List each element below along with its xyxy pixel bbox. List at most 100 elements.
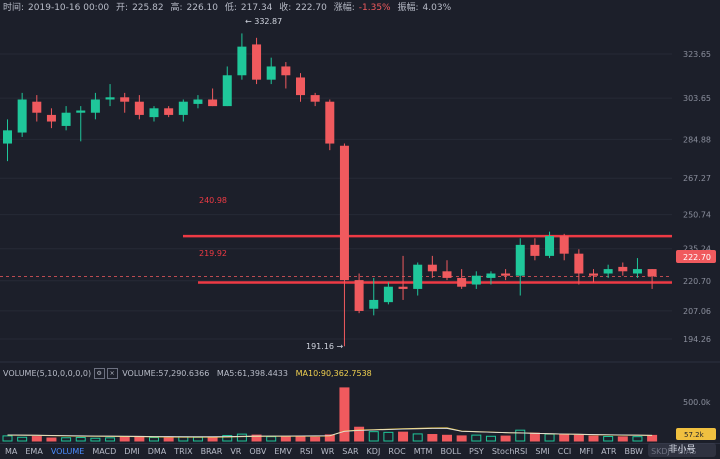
indicator-tab-wr[interactable]: WR bbox=[320, 447, 335, 456]
change-label: 涨幅: bbox=[333, 3, 355, 13]
price-tick-label: 267.27 bbox=[683, 174, 711, 183]
indicator-tab-mtm[interactable]: MTM bbox=[413, 447, 433, 456]
indicator-tab-mfi[interactable]: MFI bbox=[579, 447, 594, 456]
volume-header: VOLUME(5,10,0,0,0,0) ⚙ × VOLUME:57,290.63… bbox=[3, 367, 372, 380]
volume-bar bbox=[383, 431, 394, 442]
volume-bar bbox=[236, 433, 247, 442]
candle-body bbox=[559, 236, 569, 254]
candle-body bbox=[618, 266, 628, 272]
price-axis: 323.65 303.65 284.88 267.27 250.74 235.24 220.… bbox=[683, 50, 711, 344]
volume-bar bbox=[266, 436, 277, 442]
volume-bar bbox=[529, 432, 540, 442]
ma5-line bbox=[7, 428, 653, 438]
volume-bar bbox=[515, 429, 526, 442]
indicator-tab-ema[interactable]: EMA bbox=[25, 447, 43, 456]
volume-ma5: MA5:61,398.4433 bbox=[216, 369, 288, 378]
volume-axis-label: 500.0k bbox=[683, 398, 711, 407]
candle-body bbox=[589, 273, 598, 276]
indicator-tab-stochrsi[interactable]: StochRSI bbox=[491, 447, 528, 456]
volume-bar bbox=[2, 435, 13, 442]
volume-bar bbox=[75, 436, 86, 442]
volume-current: VOLUME:57,290.6366 bbox=[122, 369, 210, 378]
candle-body bbox=[647, 269, 657, 277]
indicator-tab-psy[interactable]: PSY bbox=[469, 447, 484, 456]
close-icon[interactable]: × bbox=[106, 368, 118, 379]
candle-body bbox=[46, 114, 56, 122]
indicator-tab-brar[interactable]: BRAR bbox=[200, 447, 223, 456]
candle-body bbox=[413, 264, 423, 289]
candle-body bbox=[3, 130, 12, 144]
candle-body bbox=[17, 99, 27, 133]
volume-bar bbox=[295, 435, 306, 442]
candle-body bbox=[427, 264, 437, 272]
price-tick-label: 323.65 bbox=[683, 50, 711, 59]
volume-bar bbox=[31, 436, 42, 442]
indicator-tab-atr[interactable]: ATR bbox=[601, 447, 617, 456]
indicator-tab-dma[interactable]: DMA bbox=[147, 447, 167, 456]
volume-bar bbox=[588, 435, 599, 442]
volume-bar bbox=[207, 437, 218, 442]
candle-body bbox=[530, 244, 540, 256]
price-tick-label: 235.24 bbox=[683, 245, 711, 254]
settings-icon[interactable]: ⚙ bbox=[93, 368, 105, 379]
volume-bar bbox=[46, 437, 57, 442]
volume-bar bbox=[354, 426, 365, 442]
candle-body bbox=[383, 286, 393, 303]
indicator-tab-obv[interactable]: OBV bbox=[249, 447, 267, 456]
open-value: 225.82 bbox=[132, 3, 164, 13]
candle-body bbox=[61, 112, 71, 126]
indicator-tab-macd[interactable]: MACD bbox=[92, 447, 117, 456]
candle-body bbox=[90, 99, 100, 113]
volume-bar bbox=[90, 437, 101, 442]
indicator-tab-trix[interactable]: TRIX bbox=[174, 447, 193, 456]
volume-bar bbox=[192, 436, 203, 442]
indicator-tab-sar[interactable]: SAR bbox=[342, 447, 359, 456]
indicator-tab-rsi[interactable]: RSI bbox=[299, 447, 313, 456]
candle-body bbox=[208, 99, 218, 107]
candle-body bbox=[457, 277, 467, 287]
volume-bar bbox=[427, 434, 438, 442]
indicator-tab-kdj[interactable]: KDJ bbox=[366, 447, 381, 456]
volume-bar bbox=[603, 435, 614, 442]
indicator-tab-dmi[interactable]: DMI bbox=[124, 447, 140, 456]
candle-body bbox=[545, 236, 555, 256]
indicator-tab-boll[interactable]: BOLL bbox=[440, 447, 462, 456]
volume-title: VOLUME(5,10,0,0,0,0) bbox=[3, 369, 92, 378]
horizontal-level-lines bbox=[183, 234, 672, 284]
volume-value-label: 57.2k bbox=[684, 431, 705, 439]
candle-body bbox=[471, 275, 481, 285]
volume-bar bbox=[251, 434, 262, 442]
volume-bar bbox=[456, 435, 467, 442]
volume-bar bbox=[280, 436, 291, 442]
candle-body bbox=[486, 273, 496, 278]
volume-bar bbox=[222, 435, 233, 442]
candle-body bbox=[281, 66, 291, 76]
price-tick-label: 284.88 bbox=[683, 135, 711, 144]
candle-body bbox=[120, 97, 130, 102]
price-tick-label: 220.70 bbox=[683, 277, 711, 286]
indicator-tab-vr[interactable]: VR bbox=[230, 447, 242, 456]
indicator-tab-bbw[interactable]: BBW bbox=[624, 447, 644, 456]
indicator-tab-cci[interactable]: CCI bbox=[557, 447, 572, 456]
candle-body bbox=[515, 244, 525, 276]
candle-body bbox=[237, 46, 247, 76]
indicator-tab-smi[interactable]: SMI bbox=[535, 447, 550, 456]
price-tick-label: 250.74 bbox=[683, 211, 711, 220]
indicator-tab-ma[interactable]: MA bbox=[5, 447, 18, 456]
time-value: 2019-10-16 00:00 bbox=[28, 3, 110, 13]
volume-bar bbox=[442, 434, 452, 442]
time-label: 时间: bbox=[3, 3, 25, 13]
indicator-tab-emv[interactable]: EMV bbox=[274, 447, 292, 456]
candles-group bbox=[3, 33, 657, 347]
candle-body bbox=[603, 269, 613, 274]
indicator-tab-volume[interactable]: VOLUME bbox=[50, 447, 85, 456]
candle-body bbox=[574, 253, 584, 274]
high-value: 226.10 bbox=[186, 3, 219, 13]
low-label: 低: bbox=[224, 3, 237, 13]
min-price-annotation: 191.16 → bbox=[306, 342, 344, 351]
candlestick-chart[interactable]: 323.65 303.65 284.88 267.27 250.74 235.24 220.… bbox=[0, 0, 720, 443]
volume-bar bbox=[17, 436, 28, 442]
indicator-tab-roc[interactable]: ROC bbox=[388, 447, 406, 456]
candle-body bbox=[178, 101, 188, 115]
volume-bar bbox=[119, 436, 130, 442]
